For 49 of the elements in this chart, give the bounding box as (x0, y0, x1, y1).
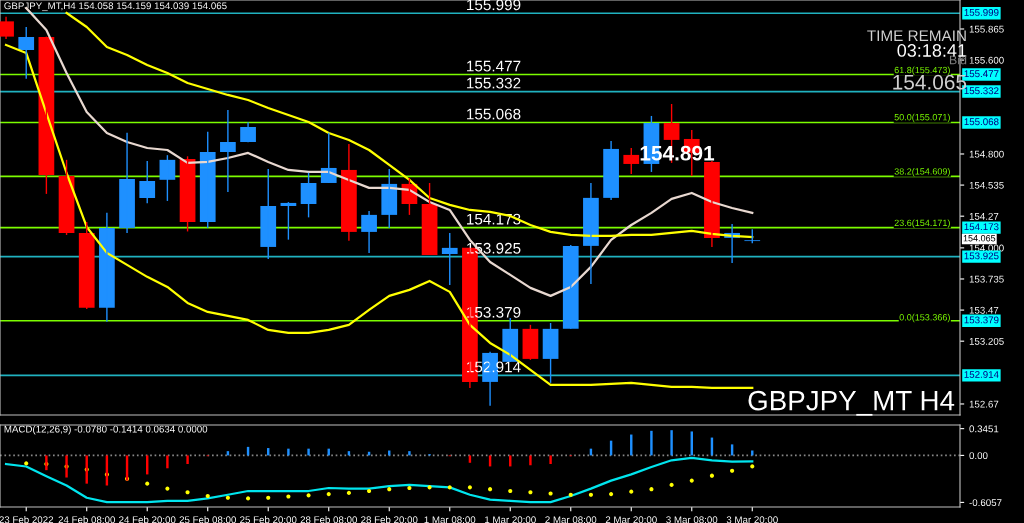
x-tick-label: 24 Feb 08:00 (58, 516, 115, 523)
y-tick-label: 152.67 (969, 400, 999, 408)
text: 154.065 (893, 74, 967, 90)
ref-line-label: 155.332 (467, 77, 521, 89)
x-tick-label: 24 Feb 20:00 (119, 516, 176, 523)
y-tick-label: 154.535 (969, 181, 1004, 189)
chart-title: GBPJPY_MT,H4 154.058 154.159 154.039 154.065 (4, 2, 227, 12)
y-tick-label: 154.27 (969, 212, 999, 220)
annotation: GBPJPY_MT H4 (748, 390, 955, 416)
annotation: 38.2(154.609) (894, 167, 950, 177)
chart-title: MACD(12,26,9) -0.0780 -0.1414 0.0634 0.0000 (4, 425, 208, 435)
y-tick-label: 0.3451 (969, 425, 999, 433)
text: 155.477 (964, 70, 999, 78)
text: 155.068 (964, 118, 999, 126)
text: 03:18:41 (897, 44, 967, 57)
ref-line-label: 152.914 (467, 361, 521, 373)
annotation: 23.6(154.171) (894, 219, 950, 228)
x-tick-label: 1 Mar 08:00 (424, 516, 476, 523)
text: 155.999 (964, 8, 999, 16)
annotation: 50.0(155.071) (894, 113, 950, 123)
x-tick-label: 28 Feb 20:00 (361, 516, 418, 523)
x-tick-label: 3 Mar 20:00 (726, 516, 778, 523)
y-tick-label: 153.735 (969, 275, 1004, 283)
text: 155.332 (964, 87, 999, 95)
text: 153.379 (964, 316, 999, 324)
ref-line-label: 155.068 (467, 108, 521, 120)
x-tick-label: 2 Mar 20:00 (605, 516, 657, 523)
y-tick-label: 153.47 (969, 306, 999, 314)
x-tick-label: 25 Feb 08:00 (179, 516, 236, 523)
text: 152.914 (964, 371, 999, 378)
y-tick-label: 155.600 (969, 56, 1004, 64)
text: 154.173 (964, 223, 999, 231)
text: 154.065 (963, 235, 996, 242)
annotation: 61.8(155.473) (894, 66, 950, 75)
ref-line-label: 155.999 (467, 0, 521, 11)
x-tick-label: 3 Mar 08:00 (666, 516, 718, 523)
x-tick-label: 25 Feb 20:00 (240, 516, 297, 523)
y-tick-label: 0.00 (969, 452, 988, 460)
x-tick-label: 2 Mar 08:00 (545, 516, 597, 523)
annotation: 0.0(153.366) (899, 313, 950, 323)
y-tick-label: 155.865 (969, 25, 1004, 33)
x-tick-label: 28 Feb 08:00 (300, 516, 358, 523)
y-tick-label: 154.800 (969, 150, 1004, 158)
ref-line-label: 155.477 (467, 60, 521, 72)
y-tick-label: -0.6057 (969, 499, 1002, 507)
x-tick-label: 23 Feb 2022 (0, 516, 54, 523)
y-tick-label: 153.205 (969, 337, 1004, 345)
text: TIME REMAIN (867, 30, 966, 41)
x-tick-label: 1 Mar 20:00 (485, 516, 536, 523)
